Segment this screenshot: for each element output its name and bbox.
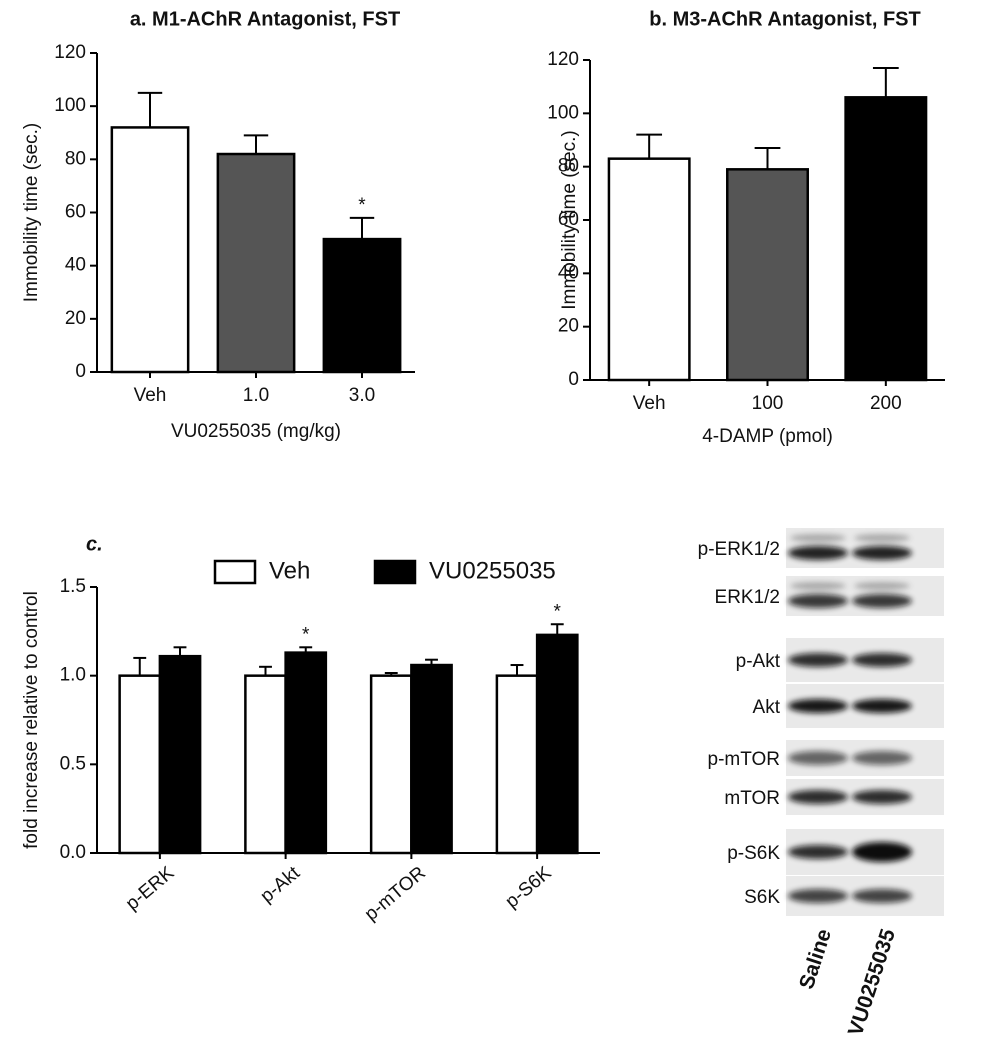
bar [118, 674, 162, 855]
blot-band [788, 790, 848, 804]
y-axis-label: fold increase relative to control [21, 591, 42, 849]
y-tick-label: 0 [75, 361, 86, 382]
y-tick-label: 120 [547, 49, 579, 70]
y-tick-label: 100 [54, 95, 86, 116]
bar [244, 674, 287, 855]
bar [158, 654, 202, 855]
blot-band [788, 594, 848, 608]
x-tick-label: 3.0 [349, 385, 375, 406]
y-axis-label: Immobility time (sec.) [559, 130, 580, 309]
blot-row-label: S6K [744, 887, 780, 908]
blot-row-label: p-ERK1/2 [698, 539, 780, 560]
x-axis-label: VU0255035 (mg/kg) [171, 421, 341, 442]
legend-label: VU0255035 [429, 557, 556, 584]
blot-band [790, 534, 846, 542]
bar [535, 633, 579, 855]
bar [410, 663, 453, 855]
blot-band [854, 534, 910, 542]
blot-band [788, 546, 848, 560]
y-tick-label: 40 [65, 255, 86, 276]
y-tick-label: 120 [54, 42, 86, 63]
legend-swatch [373, 559, 417, 585]
y-tick-label: 80 [558, 156, 579, 177]
blot-band [852, 751, 912, 765]
significance-marker: * [554, 601, 562, 622]
x-tick-label: Veh [633, 393, 666, 414]
y-tick-label: 1.0 [60, 665, 86, 686]
blot-row-label: p-Akt [736, 651, 781, 672]
blot-band [854, 582, 910, 590]
bar [322, 237, 402, 374]
chart-title: a. M1-AChR Antagonist, FST [130, 8, 400, 30]
y-tick-label: 60 [65, 202, 86, 223]
blot-lane-label: Saline [795, 926, 836, 992]
legend-label: Veh [269, 557, 310, 584]
y-tick-label: 100 [547, 102, 579, 123]
blot-band [788, 845, 848, 859]
x-tick-label: 1.0 [243, 385, 269, 406]
blot-band [852, 653, 912, 667]
bar [844, 96, 928, 382]
y-tick-label: 80 [65, 148, 86, 169]
y-tick-label: 20 [65, 308, 86, 329]
x-tick-label: 100 [752, 393, 784, 414]
blot-row-label: Akt [753, 697, 781, 718]
blot-lane-label: VU0255035 [844, 926, 900, 1039]
legend-swatch [213, 559, 257, 585]
blot-band [788, 653, 848, 667]
bar [607, 157, 691, 382]
y-tick-label: 0.0 [60, 842, 86, 863]
y-tick-label: 1.5 [60, 576, 86, 597]
blot-band [788, 751, 848, 765]
western-blot: p-ERK1/2 ERK1/2 p-Akt Akt p-mTOR mTOR p-S6K S6K… [698, 528, 944, 1039]
blot-band [788, 699, 848, 713]
blot-band [852, 790, 912, 804]
x-axis-label: 4-DAMP (pmol) [702, 426, 833, 447]
blot-row-label: p-mTOR [708, 749, 780, 770]
bar [369, 674, 413, 855]
y-axis-label: Immobility time (sec.) [21, 123, 42, 302]
y-tick-label: 0 [568, 369, 579, 390]
chart-title: b. M3-AChR Antagonist, FST [649, 8, 920, 30]
bar [284, 651, 328, 855]
y-tick-label: 20 [558, 316, 579, 337]
blot-band [852, 699, 912, 713]
bar [110, 126, 190, 374]
bar [726, 168, 809, 382]
bar [216, 152, 296, 374]
y-tick-label: 40 [558, 262, 579, 283]
blot-row-label: ERK1/2 [715, 587, 780, 608]
significance-marker: * [302, 624, 310, 645]
blot-row-label: p-S6K [727, 843, 780, 864]
x-tick-label: Veh [134, 385, 167, 406]
blot-band [852, 546, 912, 560]
blot-band [790, 582, 846, 590]
blot-band [852, 889, 912, 903]
x-tick-label: p-ERK [122, 862, 179, 914]
x-tick-label: p-Akt [257, 862, 305, 907]
blot-row-label: mTOR [724, 788, 780, 809]
chart-title: c. [86, 533, 103, 555]
y-tick-label: 60 [558, 209, 579, 230]
x-tick-label: p-mTOR [361, 863, 430, 926]
bar [495, 674, 539, 855]
y-tick-label: 0.5 [60, 753, 86, 774]
blot-band [788, 889, 848, 903]
blot-band [852, 842, 912, 862]
blot-band [852, 594, 912, 608]
significance-marker: * [358, 195, 366, 216]
x-tick-label: p-S6K [502, 862, 556, 912]
x-tick-label: 200 [870, 393, 902, 414]
